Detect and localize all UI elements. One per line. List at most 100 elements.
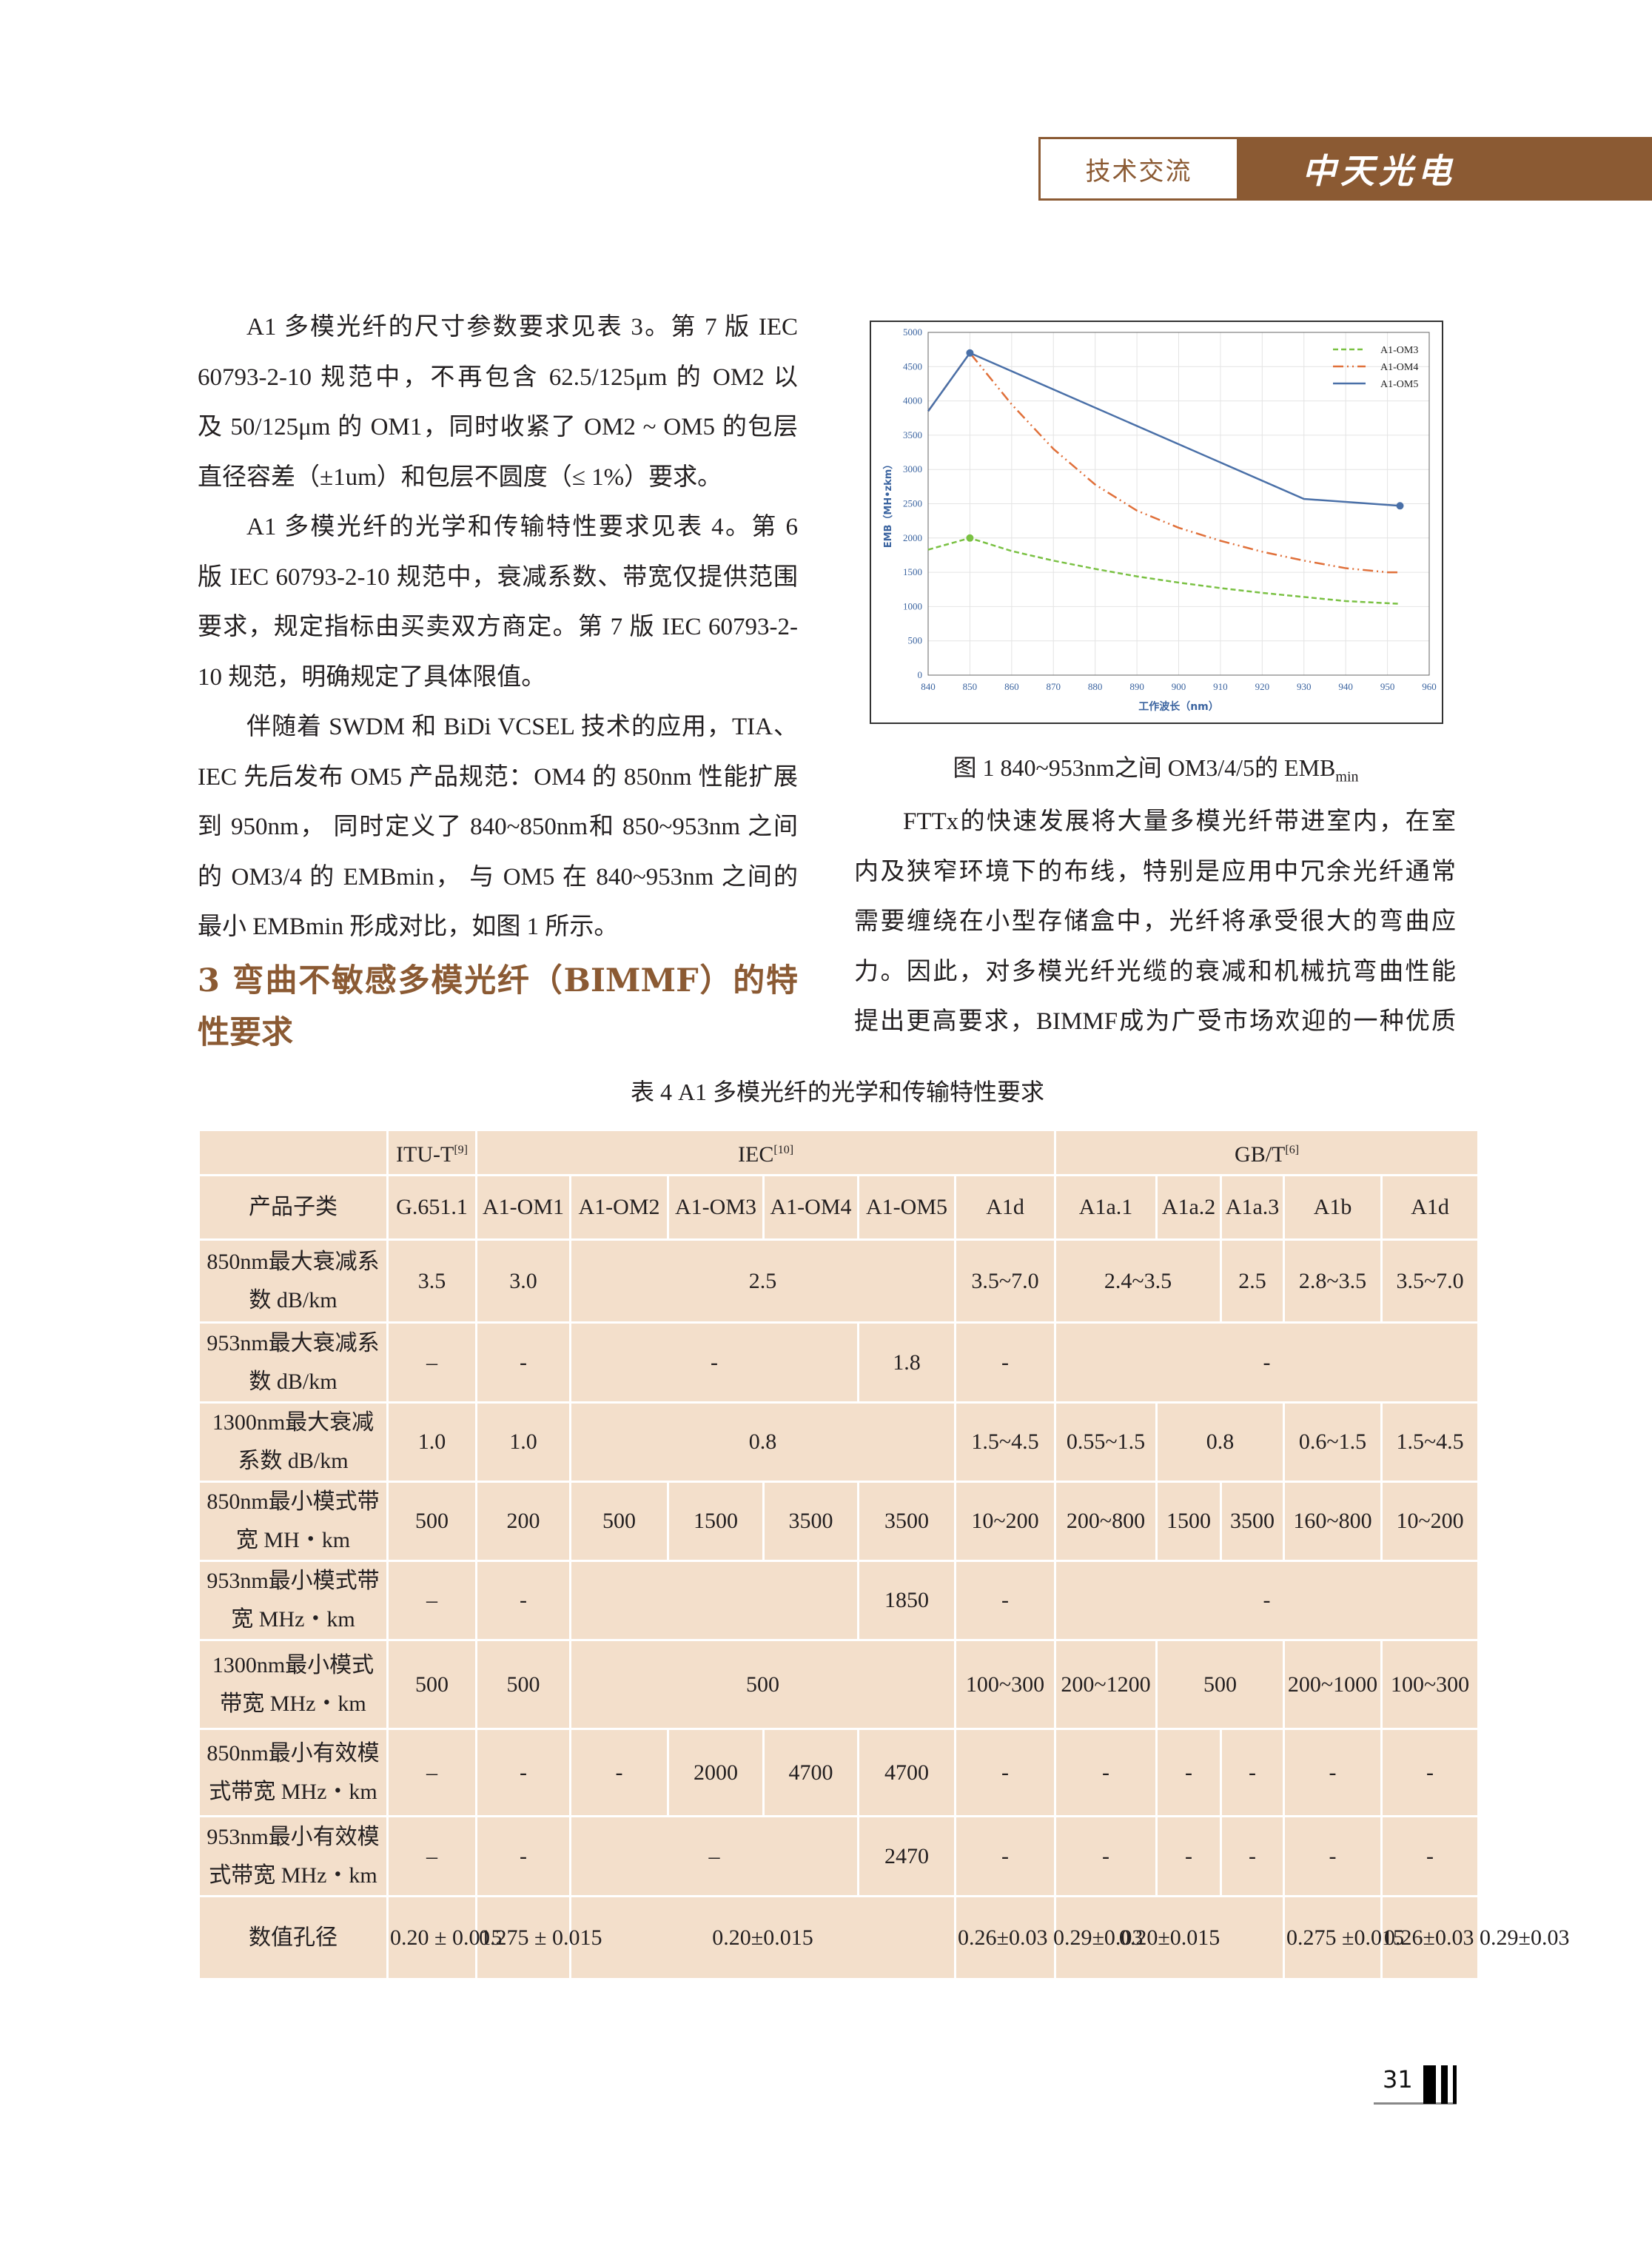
table-row: 850nm最小模式带宽 MH・km 500 200 500 1500 3500 3500 10… [198, 1481, 1480, 1562]
table-cell: 3500 [1220, 1481, 1286, 1562]
text-line: 直径容差（±1um）和包层不圆度（≤ 1%）要求。 [198, 463, 722, 491]
table-row: 850nm最大衰减系数 dB/km 3.5 3.0 2.5 3.5~7.0 2.4~3.5… [198, 1238, 1480, 1324]
table-cell: 200~1000 [1283, 1639, 1383, 1730]
table-cell: – [386, 1728, 477, 1817]
table-cell: 3.5~7.0 [953, 1238, 1057, 1324]
text-line: 及 50/125μm 的 OM1，同时收紧了 OM2 ~ OM5 的包层 [198, 414, 798, 440]
cell-text: A1d [1411, 1195, 1449, 1219]
table-cell: 200~800 [1054, 1481, 1158, 1562]
cell-text: 500 [506, 1672, 540, 1697]
cell-text: – [426, 1350, 437, 1375]
table-cell: A1b [1283, 1174, 1383, 1241]
table-cell: 0.6~1.5 [1283, 1401, 1383, 1483]
cell-text: 200~1000 [1287, 1672, 1378, 1697]
y-tick-label: 4000 [903, 395, 922, 406]
footer-barcode-icon [1441, 2065, 1448, 2104]
table-cell: 2.4~3.5 [1054, 1238, 1223, 1324]
table-cell: - [475, 1728, 571, 1817]
y-tick-label: 1000 [903, 600, 922, 611]
table-cell: - [1054, 1815, 1158, 1897]
cell-text: 1.8 [893, 1350, 921, 1375]
table-cell: 0.8 [569, 1401, 956, 1483]
cell-text: 2.4~3.5 [1104, 1268, 1172, 1293]
cell-text: 10~200 [1396, 1509, 1464, 1533]
x-tick-label: 890 [1129, 681, 1144, 692]
x-tick-label: 850 [963, 681, 978, 692]
table-row: 数值孔径 0.20 ± 0.015 0.275 ± 0.015 0.20±0.015 0… [198, 1895, 1569, 1980]
table-cell: – [569, 1815, 859, 1897]
text-line: 到 950nm， 同时定义了 840~850nm和 850~953nm 之间 [198, 814, 798, 840]
table-cell: 0.55~1.5 [1054, 1401, 1158, 1483]
text-line: 内及狭窄环境下的布线，特别是应用中冗余光纤通常 [854, 858, 1456, 885]
table-cell: 3500 [762, 1481, 859, 1562]
series-line-a1-om5 [927, 352, 1400, 507]
cell-text: 产品子类 [249, 1195, 338, 1219]
table-cell: 500 [386, 1481, 477, 1562]
table-cell: A1-OM2 [569, 1174, 669, 1241]
table-group-header: ITU-T[9] IEC[10] GB/T[6] [198, 1129, 1480, 1176]
table-cell: 0.8 [1155, 1401, 1286, 1483]
table-cell: 4700 [857, 1728, 956, 1817]
cell-text: 200~800 [1066, 1509, 1146, 1533]
table-cell: 2.5 [1220, 1238, 1286, 1324]
table-cell: 2.5 [569, 1238, 956, 1324]
cell-text: 1.5~4.5 [971, 1429, 1039, 1454]
table-cell: 500 [1155, 1639, 1286, 1730]
table-cell: – [386, 1560, 477, 1641]
text-line: 需要缠绕在小型存储盒中，光纤将承受很大的弯曲应 [854, 908, 1456, 935]
table-cell: 100~300 [953, 1639, 1057, 1730]
table-cell: - [1380, 1728, 1480, 1817]
table-row: 850nm最小有效模式带宽 MHz・km – - - 2000 4700 4700 - - - - -… [198, 1728, 1480, 1817]
text-line: IEC 先后发布 OM5 产品规范：OM4 的 850nm 性能扩展 [198, 763, 798, 791]
table-cell: A1-OM1 [475, 1174, 571, 1241]
table-cell: - [475, 1560, 571, 1641]
cell-text: 4700 [788, 1760, 833, 1785]
cell-text: 2.8~3.5 [1298, 1268, 1367, 1293]
table-cell: ITU-T[9] [386, 1129, 477, 1176]
table-cell: - [1283, 1815, 1383, 1897]
table-cell: 0.275 ±0.015 [1283, 1895, 1404, 1980]
series-marker [1396, 502, 1404, 510]
footer-barcode-icon [1453, 2065, 1457, 2104]
cell-text: - [1102, 1843, 1110, 1868]
table-row: 953nm最小模式带宽 MHz・km – - 1850 - - [198, 1560, 1480, 1641]
citation-superscript: [9] [454, 1144, 468, 1156]
x-tick-label: 870 [1047, 681, 1061, 692]
table-cell: 10~200 [1380, 1481, 1480, 1562]
cell-text: - [1249, 1843, 1257, 1868]
legend-label: A1-OM3 [1380, 345, 1418, 356]
footer-barcode-icon [1423, 2065, 1436, 2104]
table-cell: - [475, 1321, 571, 1404]
table-cell: 200 [475, 1481, 571, 1562]
table-cell: - [569, 1728, 669, 1817]
table-row: 953nm最小有效模式带宽 MHz・km – - – 2470 - - - - - - [198, 1815, 1480, 1897]
table-cell: 3.0 [475, 1238, 571, 1324]
text-line: A1 多模光纤的尺寸参数要求见表 3。第 7 版 IEC [246, 314, 798, 341]
table-cell: – [386, 1815, 477, 1897]
cell-text: - [1329, 1760, 1337, 1785]
cell-text: - [1426, 1843, 1434, 1868]
cell-text: A1-OM5 [866, 1195, 947, 1219]
left-column-text: A1 多模光纤的尺寸参数要求见表 3。第 7 版 IEC 60793-2-10 规… [198, 303, 798, 953]
cell-text: 953nm最小有效模式带宽 MHz・km [206, 1824, 380, 1888]
cell-text: - [1001, 1588, 1010, 1612]
cell-text: GB/T [1235, 1142, 1286, 1167]
text-line: 最小 EMBmin 形成对比，如图 1 所示。 [198, 913, 619, 940]
page-number: 31 [1383, 2065, 1413, 2093]
table-cell: 2470 [857, 1815, 956, 1897]
cell-text: 0.26±0.03 0.29±0.03 [1384, 1925, 1570, 1950]
cell-text: G.651.1 [396, 1195, 468, 1219]
text-line: A1 多模光纤的光学和传输特性要求见表 4。第 6 [246, 514, 798, 540]
table-cell: 100~300 [1380, 1639, 1480, 1730]
y-tick-label: 3000 [903, 463, 922, 475]
section-label-text: 技术交流 [1085, 156, 1192, 187]
cell-text: - [520, 1350, 527, 1375]
table-cell: A1a.3 [1220, 1174, 1286, 1241]
x-tick-label: 840 [921, 681, 936, 692]
cell-text: 850nm最大衰减系数 dB/km [206, 1249, 380, 1312]
y-tick-label: 4500 [903, 361, 922, 372]
table-cell: - [1380, 1815, 1480, 1897]
table-cell: 1500 [1155, 1481, 1223, 1562]
table-cell: 3500 [857, 1481, 956, 1562]
cell-text: 4700 [884, 1760, 929, 1785]
